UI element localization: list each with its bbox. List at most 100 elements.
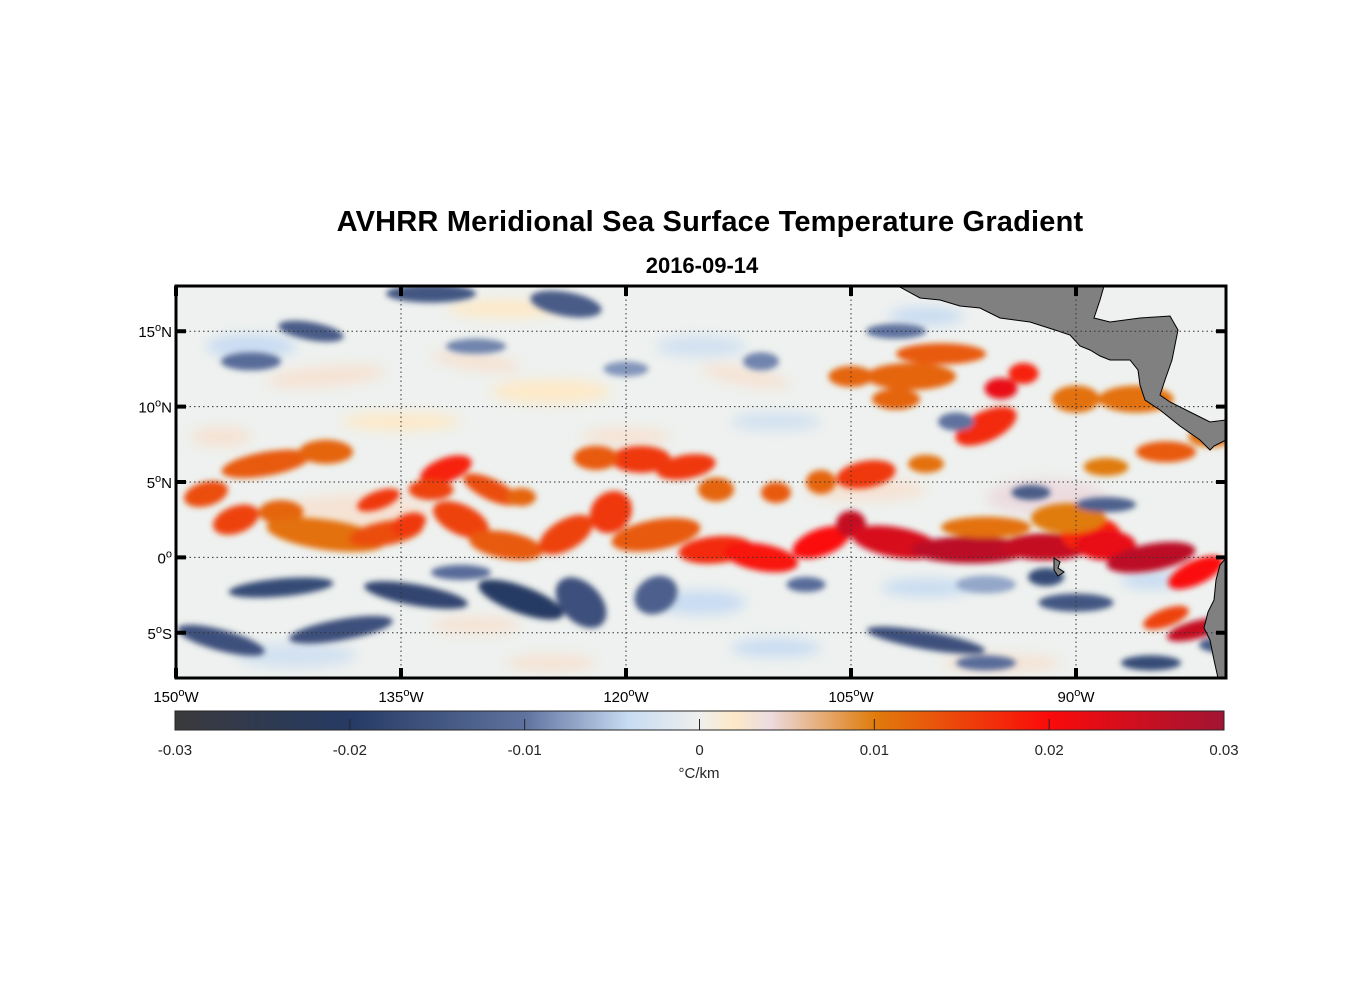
field-cell	[866, 362, 956, 391]
colorbar-tick-label: 0	[695, 742, 703, 759]
field-cell	[364, 581, 468, 609]
x-tick-label: 105oW	[828, 687, 874, 706]
colorbar-tick-label: -0.01	[508, 742, 542, 759]
field-cell	[530, 290, 602, 318]
field-cell	[431, 350, 521, 373]
colorbar-tick-label: 0.03	[1209, 742, 1238, 759]
field-cell	[656, 335, 746, 357]
field-cell	[984, 377, 1018, 400]
land-south-america	[1203, 557, 1226, 678]
field-cell	[391, 512, 426, 536]
field-cell	[911, 536, 1031, 564]
colorbar-tick-label: -0.03	[158, 742, 192, 759]
field-cell	[955, 406, 1017, 446]
x-tick-label: 90oW	[1058, 687, 1096, 706]
field-cell	[573, 445, 619, 470]
field-cell	[433, 501, 489, 539]
field-cell	[634, 575, 678, 615]
field-cell	[1028, 567, 1064, 587]
y-tick-label: 0o	[158, 548, 172, 567]
colorbar-tick-label: 0.02	[1035, 742, 1064, 759]
sst-gradient-field	[176, 286, 1226, 678]
field-cell	[468, 530, 544, 561]
field-cell	[866, 626, 986, 655]
y-tick-label: 10oN	[138, 398, 172, 417]
field-cell	[888, 307, 964, 326]
field-cell	[431, 616, 521, 635]
field-cell	[506, 488, 536, 507]
field-cell	[1076, 497, 1136, 513]
field-cell	[1121, 655, 1181, 671]
colorbar-tick-label: -0.02	[333, 742, 367, 759]
field-cell	[956, 655, 1016, 671]
land-central-america	[897, 286, 1226, 451]
field-cell	[357, 488, 400, 512]
field-cell	[1121, 570, 1181, 590]
field-cell	[589, 491, 633, 534]
field-cell	[221, 449, 311, 479]
field-cell	[491, 379, 611, 404]
axis-ticks	[174, 286, 1226, 678]
field-cell	[266, 364, 386, 389]
field-cell	[431, 564, 491, 580]
field-cell	[538, 514, 594, 555]
field-cell	[184, 481, 228, 508]
field-cell	[938, 412, 974, 431]
field-cell	[191, 426, 251, 448]
field-cell	[956, 575, 1016, 594]
field-cell	[420, 455, 472, 485]
field-cell	[656, 453, 716, 480]
field-cell	[743, 352, 779, 371]
field-cell	[299, 439, 353, 464]
colorbar: -0.03 -0.02 -0.01 0 0.01 0.02 0.03 °C/km	[158, 710, 1239, 782]
field-cell	[941, 516, 1031, 538]
field-cell	[656, 590, 746, 615]
field-cell	[1168, 555, 1224, 590]
field-cell	[1038, 593, 1114, 612]
field-cell	[408, 478, 454, 501]
land-mask	[897, 286, 1226, 678]
field-cell	[1106, 541, 1196, 573]
field-cell	[228, 577, 334, 598]
colorbar-label: °C/km	[679, 765, 720, 782]
field-cell	[603, 361, 649, 377]
field-cell	[698, 477, 734, 502]
field-cell	[212, 504, 260, 535]
field-cell	[1083, 457, 1129, 476]
land-galapagos	[1053, 557, 1065, 577]
field-cell	[446, 338, 506, 354]
chart-title: AVHRR Meridional Sea Surface Temperature…	[336, 206, 1084, 238]
field-cell	[908, 454, 944, 473]
field-cell	[731, 412, 821, 431]
field-cell	[806, 477, 926, 502]
field-cell	[1008, 362, 1039, 385]
field-cell	[206, 334, 296, 359]
field-cell	[786, 576, 826, 593]
field-cell	[1011, 485, 1051, 501]
field-cell	[611, 517, 701, 552]
field-cell	[1136, 441, 1196, 463]
colorbar-tick-label: 0.01	[860, 742, 889, 759]
chart-subtitle: 2016-09-14	[645, 253, 759, 278]
field-cell	[506, 653, 596, 672]
field-cell	[581, 427, 671, 446]
field-cell	[478, 579, 564, 620]
y-tick-label: 15oN	[138, 322, 172, 341]
field-cell	[881, 578, 971, 597]
field-cell	[463, 473, 519, 506]
field-cell	[221, 352, 281, 371]
field-cell	[1031, 503, 1106, 534]
field-cell	[792, 525, 850, 559]
y-tick-label: 5oN	[147, 473, 172, 492]
field-cell	[289, 615, 393, 644]
field-cell	[386, 286, 476, 303]
field-cell	[236, 643, 356, 668]
field-cell	[555, 577, 607, 628]
x-tick-label: 150oW	[153, 687, 199, 706]
field-cell	[896, 343, 986, 365]
field-cell	[872, 388, 920, 410]
x-axis-labels: 150oW 135oW 120oW 105oW 90oW	[153, 687, 1095, 706]
y-tick-label: 5oS	[148, 624, 172, 643]
field-cell	[731, 638, 821, 657]
